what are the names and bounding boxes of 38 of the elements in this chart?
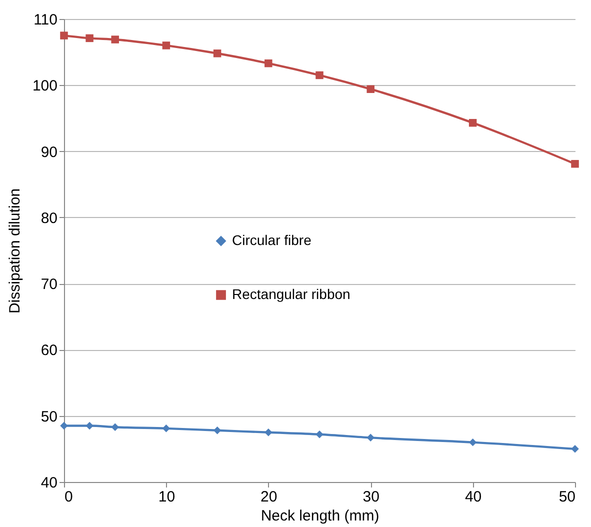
point	[213, 426, 222, 434]
y-tick-label: 60	[40, 342, 58, 360]
point	[111, 423, 119, 431]
point	[571, 445, 579, 453]
x-tick-label: 0	[64, 488, 73, 506]
x-tick-label: 50	[558, 488, 576, 506]
x-tick-label: 40	[464, 488, 482, 506]
legend-label: Rectangular ribbon	[232, 286, 350, 302]
point	[571, 160, 579, 168]
x-axis-title: Neck length (mm)	[260, 508, 380, 524]
x-tick-label: 30	[362, 488, 380, 506]
y-tick-label: 50	[40, 408, 58, 426]
point	[366, 434, 374, 442]
point	[316, 430, 324, 438]
point	[86, 422, 94, 430]
x-tick-label: 10	[158, 488, 176, 506]
point	[264, 59, 272, 68]
point	[60, 32, 68, 40]
point	[316, 71, 324, 80]
y-axis-title: Dissipation dilution	[6, 188, 24, 314]
y-tick-label: 90	[40, 144, 58, 161]
y-tick-label: 110	[34, 12, 58, 28]
point	[468, 438, 477, 446]
point	[264, 428, 272, 436]
y-tick-label: 40	[40, 474, 58, 492]
point	[162, 42, 170, 50]
y-tick-label: 80	[40, 210, 58, 227]
y-tick-label: 70	[40, 276, 58, 294]
point	[111, 36, 119, 44]
x-tick-label: 20	[260, 488, 278, 506]
y-tick-label: 100	[32, 78, 58, 95]
point	[366, 85, 374, 93]
point	[468, 118, 477, 127]
point	[213, 50, 222, 58]
point	[60, 422, 68, 430]
point	[86, 34, 94, 42]
point	[162, 424, 170, 432]
legend-label: Circular fibre	[232, 232, 312, 248]
